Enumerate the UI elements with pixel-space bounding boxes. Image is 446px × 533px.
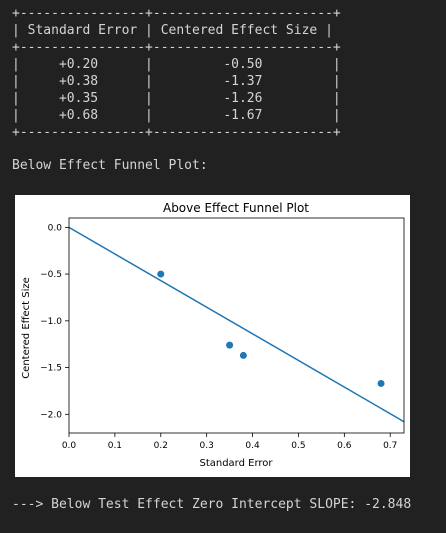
x-tick-label: 0.2 — [154, 441, 168, 451]
x-tick-label: 0.5 — [291, 441, 305, 451]
x-tick-label: 0.4 — [245, 441, 260, 451]
funnel-plot-figure: Above Effect Funnel Plot Standard Error … — [15, 195, 410, 477]
table-row: | +0.35 | -1.26 | — [12, 91, 341, 106]
results-table: +----------------+----------------------… — [12, 5, 341, 141]
x-tick-label: 0.3 — [200, 441, 214, 451]
x-tick-label: 0.1 — [108, 441, 122, 451]
table-border-top: +----------------+----------------------… — [12, 6, 341, 21]
chart-title: Above Effect Funnel Plot — [163, 201, 309, 215]
slope-result: ---> Below Test Effect Zero Intercept SL… — [12, 497, 412, 512]
funnel-plot-chart: Above Effect Funnel Plot Standard Error … — [21, 201, 405, 469]
table-border-mid: +----------------+----------------------… — [12, 40, 341, 55]
table-row: | +0.20 | -0.50 | — [12, 57, 341, 72]
x-axis-label: Standard Error — [199, 458, 273, 469]
x-tick-label: 0.6 — [337, 441, 352, 451]
plot-caption: Below Effect Funnel Plot: — [12, 158, 208, 173]
x-tick-label: 0.7 — [383, 441, 397, 451]
data-point — [157, 270, 165, 278]
plot-frame — [68, 217, 405, 434]
data-point — [226, 341, 234, 349]
fit-line — [69, 226, 404, 423]
table-row: | +0.68 | -1.67 | — [12, 108, 341, 123]
table-row: | +0.38 | -1.37 | — [12, 74, 341, 89]
x-tick-label: 0.0 — [62, 441, 77, 451]
table-header-row: | Standard Error | Centered Effect Size … — [12, 23, 333, 38]
data-point — [239, 351, 247, 359]
y-tick-label: −0.5 — [40, 270, 62, 280]
y-tick-label: −1.5 — [40, 364, 62, 374]
y-tick-label: −2.0 — [40, 410, 62, 420]
y-tick-label: 0.0 — [48, 223, 63, 233]
table-border-bottom: +----------------+----------------------… — [12, 125, 341, 140]
y-tick-label: −1.0 — [40, 317, 62, 327]
data-point — [377, 379, 385, 387]
y-axis-label: Centered Effect Size — [21, 277, 32, 379]
